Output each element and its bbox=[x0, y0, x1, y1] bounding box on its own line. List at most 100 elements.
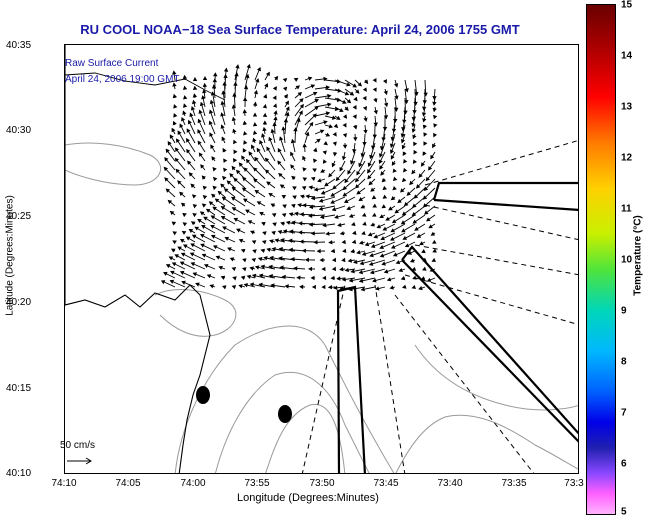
current-vector-head bbox=[391, 161, 396, 166]
current-vector-head bbox=[372, 203, 377, 208]
current-vector-head bbox=[274, 238, 279, 243]
current-vector-head bbox=[304, 257, 309, 263]
current-vector-head bbox=[212, 245, 218, 250]
current-vector-head bbox=[380, 171, 385, 176]
current-vector-head bbox=[268, 274, 273, 279]
current-vector-head bbox=[238, 238, 244, 244]
current-vector-head bbox=[258, 273, 264, 278]
current-vector-head bbox=[404, 88, 409, 93]
current-vector-head bbox=[232, 158, 238, 163]
current-vector-head bbox=[261, 240, 267, 245]
current-vector-head bbox=[221, 196, 227, 201]
current-vector-head bbox=[400, 139, 406, 144]
current-vector-head bbox=[389, 149, 395, 154]
current-vector-head bbox=[217, 190, 223, 196]
y-tick-label: 40:15 bbox=[6, 383, 32, 394]
current-vector-head bbox=[194, 226, 199, 231]
current-vector-head bbox=[254, 265, 260, 270]
current-vector-head bbox=[349, 91, 355, 96]
current-vector-head bbox=[355, 89, 360, 94]
current-vector-head bbox=[231, 207, 237, 212]
current-vector-head bbox=[298, 221, 303, 226]
current-vector-head bbox=[323, 141, 328, 146]
current-vector-head bbox=[414, 226, 419, 231]
current-vector-head bbox=[361, 212, 367, 217]
current-vector-head bbox=[252, 112, 258, 117]
current-vector-head bbox=[302, 143, 307, 148]
current-vector-head bbox=[294, 211, 299, 217]
current-vector-head bbox=[325, 132, 331, 137]
current-vector-head bbox=[209, 99, 215, 105]
current-vector-head bbox=[256, 147, 261, 153]
current-vector-head bbox=[360, 204, 366, 209]
current-vector-head bbox=[346, 82, 351, 87]
current-vector-head bbox=[223, 158, 228, 163]
current-vector-head bbox=[283, 118, 289, 123]
current-vector-head bbox=[352, 230, 357, 235]
current-vector-head bbox=[223, 67, 229, 72]
current-vector-head bbox=[415, 184, 421, 189]
current-vector-head bbox=[201, 253, 207, 258]
current-vector-head bbox=[379, 244, 384, 250]
current-vector-head bbox=[327, 102, 332, 107]
current-vector-head bbox=[390, 196, 396, 201]
current-vector-head bbox=[188, 172, 194, 177]
current-vector-head bbox=[190, 221, 196, 226]
current-vector-head bbox=[423, 141, 428, 146]
current-vector-head bbox=[299, 284, 304, 290]
current-vector-head bbox=[282, 204, 287, 209]
current-vector-head bbox=[347, 258, 353, 263]
current-vector-head bbox=[210, 234, 216, 239]
current-vector-head bbox=[339, 286, 344, 291]
bathymetry-contours bbox=[65, 142, 578, 473]
current-vector-head bbox=[241, 187, 247, 192]
current-vector-head bbox=[222, 81, 227, 86]
current-vector-head bbox=[412, 275, 417, 280]
current-vector-head bbox=[389, 285, 394, 290]
current-vector-head bbox=[310, 231, 315, 236]
current-vector-head bbox=[390, 244, 396, 249]
current-vector-head bbox=[259, 211, 264, 216]
current-vector-head bbox=[246, 63, 251, 69]
current-vector-head bbox=[312, 113, 317, 118]
current-vector-head bbox=[379, 145, 385, 151]
current-vector-head bbox=[367, 174, 372, 180]
current-vector-head bbox=[242, 120, 247, 126]
current-vector-head bbox=[307, 266, 313, 272]
current-vector-head bbox=[172, 231, 177, 236]
current-vector-head bbox=[172, 240, 177, 245]
station-marker bbox=[196, 386, 210, 404]
current-vector-head bbox=[313, 147, 318, 153]
current-vector-head bbox=[367, 232, 373, 237]
current-vector-head bbox=[181, 116, 186, 122]
current-vector-head bbox=[352, 149, 357, 154]
current-vector-head bbox=[412, 219, 417, 224]
current-vector-head bbox=[211, 84, 217, 89]
current-vector-head bbox=[171, 221, 177, 226]
current-vector-head bbox=[382, 226, 388, 231]
current-vector-head bbox=[203, 263, 209, 268]
current-vector-head bbox=[313, 187, 319, 192]
current-vector-head bbox=[235, 64, 240, 69]
current-vector-head bbox=[210, 215, 216, 220]
current-vector-head bbox=[307, 76, 313, 81]
current-vector-head bbox=[192, 204, 198, 209]
current-vector-head bbox=[401, 211, 407, 216]
current-vector-head bbox=[285, 111, 290, 117]
current-vector-head bbox=[242, 96, 248, 102]
current-vector-head bbox=[190, 262, 196, 267]
current-vector-head bbox=[240, 248, 246, 253]
colorbar-tick: 13 bbox=[621, 101, 633, 113]
current-vector-head bbox=[167, 141, 172, 146]
colorbar-tick: 8 bbox=[621, 356, 627, 368]
current-vector-head bbox=[220, 206, 226, 211]
current-vector-head bbox=[260, 264, 265, 269]
current-vector-head bbox=[190, 183, 195, 188]
current-vector-head bbox=[256, 201, 262, 206]
current-vector-head bbox=[271, 230, 276, 236]
y-tick-label: 40:10 bbox=[6, 468, 32, 479]
current-vector-head bbox=[165, 188, 171, 193]
current-vector-head bbox=[376, 224, 382, 229]
current-vector-head bbox=[424, 210, 429, 215]
current-vector-head bbox=[332, 141, 337, 147]
